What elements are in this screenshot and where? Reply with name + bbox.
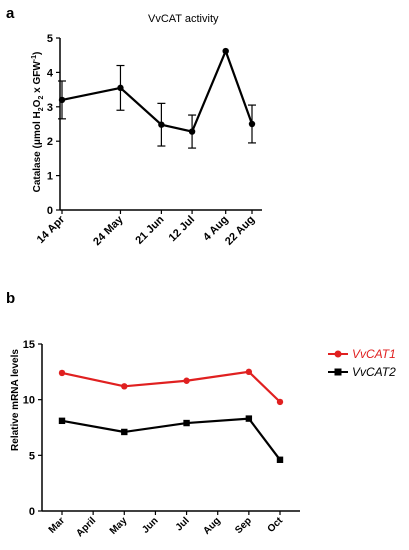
panel-b-data-point-vvcat1 [58, 369, 66, 377]
panel-b-letter: b [6, 290, 15, 307]
panel-b-plot: 0 5 10 15 Mar April May Jun Jul Aug Sep Oct [23, 339, 300, 539]
panel-b-series-line-vvcat2 [61, 417, 281, 461]
panel-a-x-tick-label: 14 Apr [35, 213, 68, 246]
panel-a-letter: a [6, 5, 15, 22]
panel-b-legend: VvCAT1 VvCAT2 [328, 347, 396, 379]
legend-item-vvcat1: VvCAT1 [328, 347, 396, 361]
panel-b-x-tick-label: Sep [233, 515, 254, 536]
svg-text:Relative mRNA levels: Relative mRNA levels [10, 349, 21, 451]
panel-a-y-tick-label: 2 [47, 136, 53, 148]
panel-a-y-tick-label: 1 [47, 171, 53, 183]
legend-label-vvcat2: VvCAT2 [352, 365, 396, 379]
panel-b-data-point-vvcat2 [121, 428, 128, 436]
panel-b-y-tick-label: 0 [29, 506, 35, 518]
panel-b-y-tick-label: 15 [23, 339, 35, 351]
panel-b-series-line-vvcat1 [61, 370, 281, 403]
panel-b-x-tick-label: April [74, 515, 98, 539]
panel-b-data-point-vvcat2 [276, 456, 284, 463]
panel-a-ylabel: Catalase (μmol H2O2 x GFW-1) [31, 52, 45, 193]
panel-a-y-tick-label: 4 [47, 67, 54, 79]
panel-a-data-point [188, 128, 196, 135]
panel-b-x-tick-label: May [108, 515, 130, 537]
panel-b-x-tick-label: Jun [140, 515, 160, 535]
panel-b-data-point-vvcat2 [183, 419, 190, 427]
panel-b-data-point-vvcat2 [58, 417, 66, 425]
panel-a-series-line [61, 48, 254, 133]
panel-a-data-point [58, 96, 66, 104]
panel-a-x-tick-label: 22 Aug [223, 214, 257, 248]
panel-b-ylabel: Relative mRNA levels [10, 349, 21, 451]
panel-b-y-tick-label: 5 [29, 450, 35, 462]
panel-b-x-tick-label: Oct [266, 515, 286, 535]
panel-b-data-point-vvcat1 [245, 368, 253, 376]
panel-a-data-point [248, 120, 256, 128]
panel-a-x-tick-label: 21 Jun [133, 213, 166, 246]
panel-a-y-tick-label: 0 [47, 205, 53, 217]
panel-a-x-tick-label: 24 May [91, 213, 126, 248]
panel-b-x-tick-label: Jul [174, 515, 192, 533]
panel-b-x-tick-label: Aug [201, 515, 223, 537]
panel-a-data-point [158, 121, 165, 128]
panel-a-x-tick-label: 12 Jul [167, 214, 198, 245]
panel-a-title: VvCAT activity [148, 13, 219, 25]
panel-b-x-tick-label: Mar [47, 515, 67, 535]
svg-text:Catalase (μmol H2O2 x GFW-1): Catalase (μmol H2O2 x GFW-1) [31, 52, 45, 193]
legend-item-vvcat2: VvCAT2 [328, 365, 396, 379]
panel-b-y-tick-label: 10 [23, 395, 35, 407]
panel-a-y-tick-label: 3 [47, 102, 53, 114]
panel-b-data-point-vvcat1 [121, 383, 128, 390]
panel-b-data-point-vvcat1 [276, 398, 284, 406]
panel-b-data-point-vvcat2 [245, 415, 253, 422]
panel-b-data-point-vvcat1 [183, 377, 190, 384]
panel-a-y-tick-label: 5 [47, 33, 53, 45]
legend-label-vvcat1: VvCAT1 [352, 347, 396, 361]
panel-a-data-point [222, 47, 229, 55]
legend-marker-square [334, 368, 342, 376]
legend-marker-circle [334, 350, 342, 358]
panel-a-data-point [117, 84, 124, 92]
